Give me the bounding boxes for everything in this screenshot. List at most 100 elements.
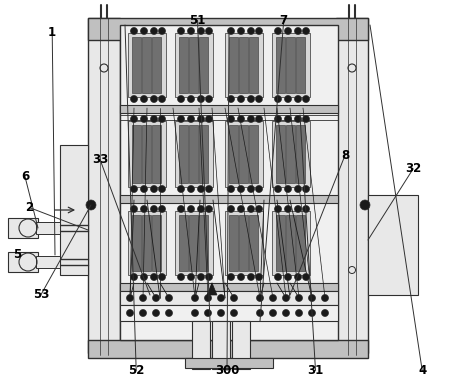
Bar — [239, 215, 248, 271]
Circle shape — [192, 294, 198, 301]
Bar — [88, 18, 368, 40]
Circle shape — [178, 28, 184, 35]
Circle shape — [130, 185, 138, 192]
Circle shape — [204, 310, 212, 317]
Bar — [36, 256, 60, 268]
Circle shape — [178, 95, 184, 102]
Circle shape — [256, 206, 262, 213]
Bar — [120, 283, 338, 291]
Bar — [189, 37, 198, 93]
Circle shape — [153, 310, 159, 317]
Circle shape — [188, 28, 194, 35]
Circle shape — [285, 28, 291, 35]
Circle shape — [247, 28, 255, 35]
Text: 52: 52 — [128, 364, 144, 377]
Circle shape — [130, 28, 138, 35]
Bar — [276, 125, 285, 183]
Circle shape — [158, 185, 166, 192]
Bar — [142, 125, 151, 183]
Circle shape — [204, 294, 212, 301]
Circle shape — [285, 185, 291, 192]
Bar — [152, 37, 161, 93]
Text: 53: 53 — [33, 288, 49, 301]
Bar — [272, 121, 310, 187]
Bar — [296, 215, 305, 271]
Bar — [142, 37, 151, 93]
Circle shape — [302, 206, 310, 213]
Circle shape — [158, 206, 166, 213]
Circle shape — [302, 95, 310, 102]
Circle shape — [227, 116, 235, 123]
Text: 1: 1 — [48, 26, 56, 40]
Circle shape — [282, 310, 290, 317]
Bar — [286, 125, 295, 183]
Circle shape — [150, 274, 158, 281]
Circle shape — [130, 274, 138, 281]
Text: 5: 5 — [13, 248, 21, 261]
Bar — [132, 37, 141, 93]
Circle shape — [150, 206, 158, 213]
Text: 7: 7 — [280, 14, 288, 27]
Circle shape — [227, 28, 235, 35]
Circle shape — [296, 310, 302, 317]
Circle shape — [285, 95, 291, 102]
Circle shape — [275, 274, 281, 281]
Circle shape — [130, 116, 138, 123]
Circle shape — [302, 274, 310, 281]
Circle shape — [227, 274, 235, 281]
Polygon shape — [207, 283, 217, 295]
Bar — [229, 37, 238, 93]
Bar — [229, 215, 238, 271]
Bar — [272, 33, 310, 97]
Circle shape — [150, 116, 158, 123]
Circle shape — [257, 310, 263, 317]
Bar — [225, 211, 263, 275]
Circle shape — [86, 200, 96, 210]
Circle shape — [227, 206, 235, 213]
Bar — [249, 215, 258, 271]
Bar — [368, 195, 418, 295]
Circle shape — [237, 206, 245, 213]
Circle shape — [256, 185, 262, 192]
Bar — [225, 33, 263, 97]
Text: 2: 2 — [25, 201, 34, 214]
Circle shape — [140, 274, 148, 281]
Circle shape — [237, 28, 245, 35]
Bar — [132, 125, 141, 183]
Bar — [276, 37, 285, 93]
Circle shape — [206, 95, 212, 102]
Bar — [152, 125, 161, 183]
Circle shape — [217, 294, 224, 301]
Circle shape — [256, 116, 262, 123]
Circle shape — [247, 206, 255, 213]
Circle shape — [231, 310, 237, 317]
Circle shape — [321, 310, 329, 317]
Circle shape — [158, 274, 166, 281]
Bar — [212, 321, 230, 369]
Circle shape — [282, 294, 290, 301]
Circle shape — [188, 185, 194, 192]
Circle shape — [127, 310, 133, 317]
Circle shape — [217, 310, 224, 317]
Circle shape — [227, 95, 235, 102]
Circle shape — [309, 310, 316, 317]
Circle shape — [166, 310, 173, 317]
Bar — [36, 222, 60, 234]
Circle shape — [206, 185, 212, 192]
Text: 32: 32 — [405, 162, 421, 175]
Circle shape — [158, 28, 166, 35]
Circle shape — [188, 95, 194, 102]
Circle shape — [158, 116, 166, 123]
Bar — [120, 105, 338, 113]
Circle shape — [139, 310, 147, 317]
Bar — [189, 215, 198, 271]
Circle shape — [285, 206, 291, 213]
Circle shape — [140, 116, 148, 123]
Circle shape — [256, 28, 262, 35]
Bar — [239, 37, 248, 93]
Bar — [276, 215, 285, 271]
Bar — [128, 33, 166, 97]
Bar — [175, 211, 213, 275]
Bar — [120, 305, 338, 321]
Bar — [128, 211, 166, 275]
